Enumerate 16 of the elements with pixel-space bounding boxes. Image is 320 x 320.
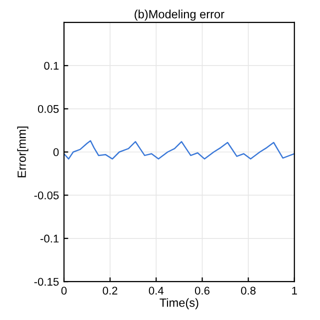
y-tick-label: -0.1 xyxy=(40,234,59,243)
x-tick-label: 0.2 xyxy=(102,286,118,295)
line-series xyxy=(64,140,294,160)
x-tick-label: 0.4 xyxy=(148,286,164,295)
y-tick-label: 0.1 xyxy=(44,62,59,70)
x-tick-label: 1 xyxy=(292,286,297,295)
x-tick-label: 0.8 xyxy=(241,286,256,295)
y-tick-label: -0.05 xyxy=(34,191,59,200)
y-tick-label: -0.15 xyxy=(34,278,59,286)
y-axis-title: Error[mm] xyxy=(17,126,28,178)
y-tick-label: 0.05 xyxy=(38,105,59,113)
x-tick-label: 0 xyxy=(61,286,67,295)
y-tick-label: 0 xyxy=(53,148,59,156)
x-axis-title: Time(s) xyxy=(160,298,198,310)
x-tick-label: 0.6 xyxy=(194,286,210,295)
chart-title: (b)Modeling error xyxy=(134,10,224,21)
